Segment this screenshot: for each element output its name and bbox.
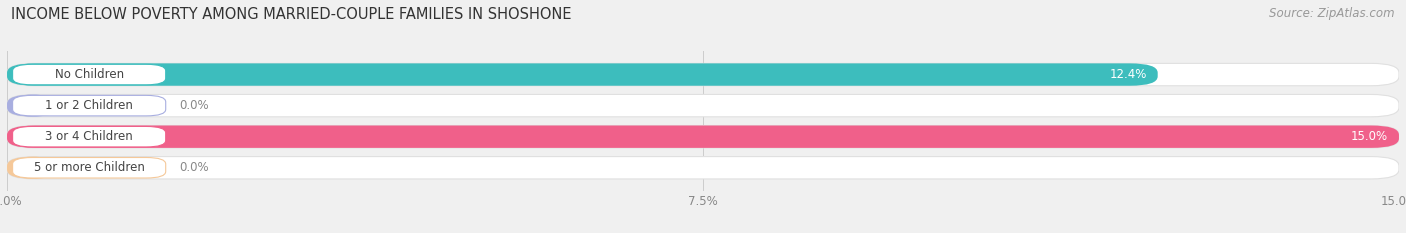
Text: 0.0%: 0.0% <box>180 99 209 112</box>
FancyBboxPatch shape <box>13 127 166 147</box>
FancyBboxPatch shape <box>7 126 1399 148</box>
FancyBboxPatch shape <box>7 126 1399 148</box>
Text: 12.4%: 12.4% <box>1109 68 1146 81</box>
Text: No Children: No Children <box>55 68 124 81</box>
FancyBboxPatch shape <box>7 94 58 117</box>
Text: 15.0%: 15.0% <box>1351 130 1388 143</box>
Text: Source: ZipAtlas.com: Source: ZipAtlas.com <box>1270 7 1395 20</box>
FancyBboxPatch shape <box>13 95 166 116</box>
Text: INCOME BELOW POVERTY AMONG MARRIED-COUPLE FAMILIES IN SHOSHONE: INCOME BELOW POVERTY AMONG MARRIED-COUPL… <box>11 7 572 22</box>
Text: 3 or 4 Children: 3 or 4 Children <box>45 130 134 143</box>
FancyBboxPatch shape <box>7 63 1399 86</box>
FancyBboxPatch shape <box>13 158 166 178</box>
FancyBboxPatch shape <box>7 157 58 179</box>
Text: 1 or 2 Children: 1 or 2 Children <box>45 99 134 112</box>
FancyBboxPatch shape <box>13 64 166 85</box>
FancyBboxPatch shape <box>7 63 1157 86</box>
FancyBboxPatch shape <box>7 94 1399 117</box>
Text: 0.0%: 0.0% <box>180 161 209 174</box>
FancyBboxPatch shape <box>7 157 1399 179</box>
Text: 5 or more Children: 5 or more Children <box>34 161 145 174</box>
